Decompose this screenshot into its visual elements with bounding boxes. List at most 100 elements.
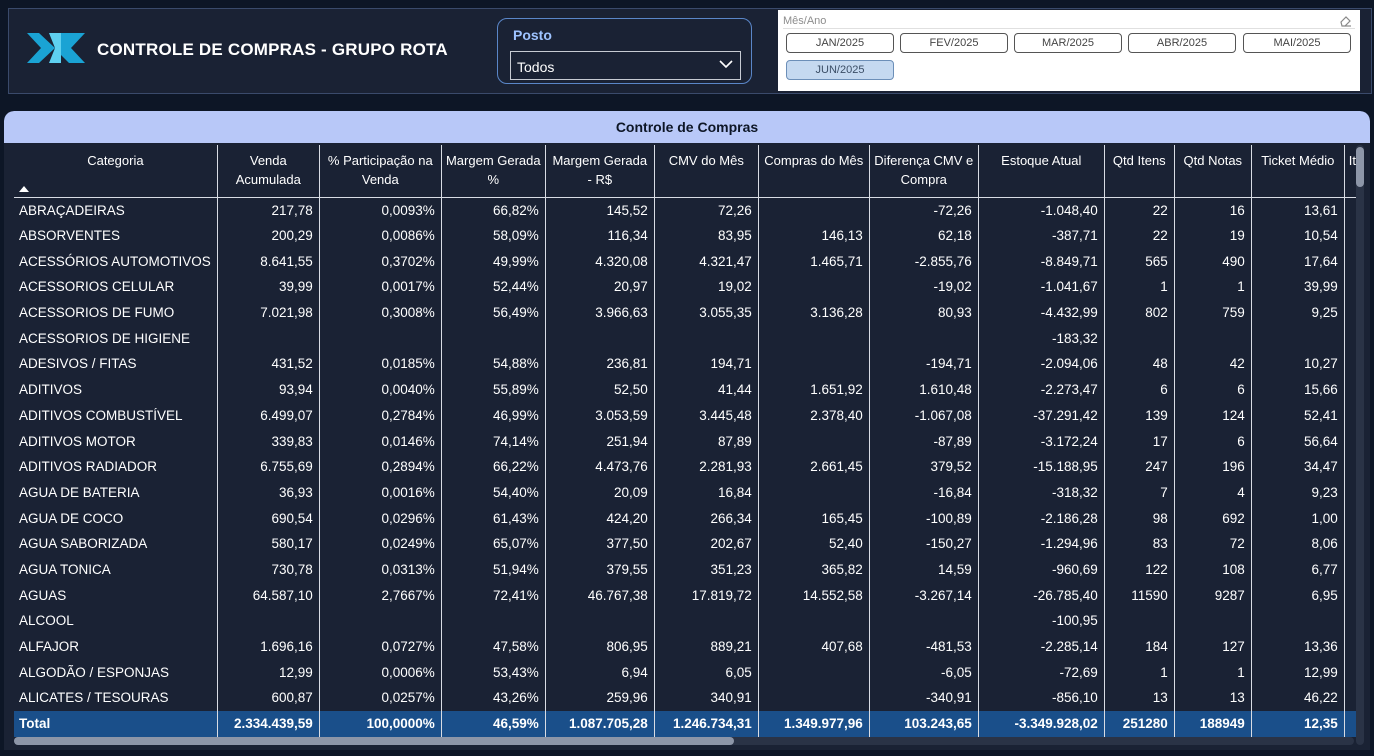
category-cell: ALCOOL [19, 613, 74, 629]
value-cell [757, 274, 870, 300]
column-header-qtd-itens[interactable]: Qtd Itens [1103, 145, 1175, 198]
value-cell: 52,44% [440, 274, 546, 300]
month-button-jun[interactable]: JUN/2025 [786, 60, 894, 80]
month-button-jan[interactable]: JAN/2025 [786, 33, 894, 53]
value-cell [1343, 633, 1361, 660]
value-cell: 196 [1173, 453, 1252, 480]
category-cell: AGUA DE BATERIA [19, 484, 140, 500]
value-cell [1343, 274, 1361, 300]
value-cell [1173, 608, 1252, 634]
value-cell: 74,14% [440, 428, 546, 454]
table-row[interactable]: ACESSORIOS DE HIGIENE -183,32 [14, 325, 1361, 352]
vertical-scrollbar[interactable] [1356, 145, 1364, 745]
horizontal-scrollbar[interactable] [14, 737, 1354, 745]
value-cell: 690,54 [216, 505, 320, 531]
value-cell: 580,17 [216, 530, 320, 557]
value-cell [440, 325, 546, 352]
total-value-cell: 103.243,65 [868, 710, 979, 737]
table-row[interactable]: ADITIVOS 93,94 0,0040% 55,89% 52,50 41,44 1.65… [14, 376, 1361, 403]
vertical-scroll-thumb[interactable] [1356, 147, 1364, 187]
month-slicer-label: Mês/Ano [783, 15, 827, 27]
value-cell: 13,61 [1250, 197, 1345, 223]
value-cell [868, 608, 979, 634]
value-cell: 19 [1173, 222, 1252, 249]
value-cell: -72,26 [868, 197, 979, 223]
table-row[interactable]: AGUA TONICA 730,78 0,0313% 51,94% 379,55 351,… [14, 556, 1361, 583]
value-cell: 0,0185% [318, 351, 442, 377]
column-header-cmv[interactable]: CMV do Mês [653, 145, 759, 198]
table-row[interactable]: ACESSORIOS DE FUMO 7.021,98 0,3008% 56,49% 3… [14, 299, 1361, 326]
value-cell: 1.610,48 [868, 376, 979, 403]
table-row[interactable]: AGUA DE BATERIA 36,93 0,0016% 54,40% 20,09 16… [14, 479, 1361, 506]
column-header-categoria[interactable]: Categoria [14, 145, 218, 198]
value-cell: 1,00 [1250, 505, 1345, 531]
table-row[interactable]: ADITIVOS COMBUSTÍVEL 6.499,07 0,2784% 46,99… [14, 402, 1361, 429]
value-cell [544, 325, 655, 352]
posto-dropdown[interactable]: Todos [510, 51, 741, 80]
value-cell: 17.819,72 [653, 582, 759, 608]
table-row[interactable]: ABRAÇADEIRAS 217,78 0,0093% 66,82% 145,52 72,… [14, 197, 1361, 223]
value-cell: -183,32 [977, 325, 1105, 352]
table-row[interactable]: ACESSORIOS CELULAR 39,99 0,0017% 52,44% 20,9… [14, 274, 1361, 300]
value-cell: 759 [1173, 299, 1252, 326]
value-cell: 116,34 [544, 222, 655, 249]
value-cell: 3.136,28 [757, 299, 870, 326]
table-row[interactable]: ABSORVENTES 200,29 0,0086% 58,09% 116,34 83,9… [14, 222, 1361, 249]
value-cell: 80,93 [868, 299, 979, 326]
table-row[interactable]: AGUA DE COCO 690,54 0,0296% 61,43% 424,20 266… [14, 505, 1361, 531]
value-cell: -856,10 [977, 685, 1105, 711]
value-cell: 19,02 [653, 274, 759, 300]
category-cell: AGUAS [19, 587, 67, 603]
value-cell: 66,82% [440, 197, 546, 223]
month-button-abr[interactable]: ABR/2025 [1128, 33, 1236, 53]
column-header-margem-rs[interactable]: Margem Gerada - R$ [544, 145, 655, 198]
table-row[interactable]: ALCOOL -100,95 [14, 608, 1361, 634]
column-header-ticket-medio[interactable]: Ticket Médio [1250, 145, 1345, 198]
value-cell [653, 325, 759, 352]
column-header-compras[interactable]: Compras do Mês [757, 145, 870, 198]
column-header-qtd-notas[interactable]: Qtd Notas [1173, 145, 1252, 198]
value-cell: 1 [1103, 659, 1175, 686]
value-cell: 46,99% [440, 402, 546, 429]
column-header-it[interactable]: It [1343, 145, 1361, 198]
table-row[interactable]: ADITIVOS MOTOR 339,83 0,0146% 74,14% 251,94 8… [14, 428, 1361, 454]
value-cell: 377,50 [544, 530, 655, 557]
value-cell: 39,99 [1250, 274, 1345, 300]
value-cell: 0,2894% [318, 453, 442, 480]
value-cell: 6,95 [1250, 582, 1345, 608]
table-row[interactable]: ALICATES / TESOURAS 600,87 0,0257% 43,26% 25… [14, 685, 1361, 711]
table-row[interactable]: ADESIVOS / FITAS 431,52 0,0185% 54,88% 236,8… [14, 351, 1361, 377]
value-cell [1343, 479, 1361, 506]
value-cell: 72 [1173, 530, 1252, 557]
value-cell: 16,84 [653, 479, 759, 506]
column-header-participacao[interactable]: % Participação na Venda [318, 145, 442, 198]
total-value-cell: 100,0000% [318, 710, 442, 737]
table-row[interactable]: ADITIVOS RADIADOR 6.755,69 0,2894% 66,22% 4.… [14, 453, 1361, 480]
eraser-icon[interactable] [1339, 14, 1352, 27]
value-cell [1173, 325, 1252, 352]
category-cell: ADITIVOS [19, 382, 83, 398]
column-header-diferenca[interactable]: Diferença CMV e Compra [868, 145, 979, 198]
column-header-estoque[interactable]: Estoque Atual [977, 145, 1105, 198]
purchases-table-panel: Controle de Compras Categoria Venda Acum… [4, 111, 1370, 750]
value-cell: -3.267,14 [868, 582, 979, 608]
value-cell: 56,64 [1250, 428, 1345, 454]
column-header-margem-pct[interactable]: Margem Gerada % [440, 145, 546, 198]
total-value-cell: 1.246.734,31 [653, 710, 759, 737]
purchases-table: Categoria Venda Acumulada % Participação… [14, 145, 1361, 737]
month-button-fev[interactable]: FEV/2025 [900, 33, 1008, 53]
table-row[interactable]: AGUA SABORIZADA 580,17 0,0249% 65,07% 377,50… [14, 530, 1361, 557]
month-button-mar[interactable]: MAR/2025 [1014, 33, 1122, 53]
value-cell: 692 [1173, 505, 1252, 531]
table-row[interactable]: ALGODÃO / ESPONJAS 12,99 0,0006% 53,43% 6,94… [14, 659, 1361, 686]
value-cell: 22 [1103, 222, 1175, 249]
value-cell: -2.186,28 [977, 505, 1105, 531]
horizontal-scroll-thumb[interactable] [14, 737, 734, 745]
category-cell: ADITIVOS MOTOR [19, 433, 136, 449]
table-row[interactable]: ALFAJOR 1.696,16 0,0727% 47,58% 806,95 889,21… [14, 633, 1361, 660]
column-header-venda-acumulada[interactable]: Venda Acumulada [216, 145, 320, 198]
value-cell: 14.552,58 [757, 582, 870, 608]
table-row[interactable]: ACESSÓRIOS AUTOMOTIVOS 8.641,55 0,3702% 49,… [14, 248, 1361, 275]
table-row[interactable]: AGUAS 64.587,10 2,7667% 72,41% 46.767,38 17.8… [14, 582, 1361, 608]
month-button-mai[interactable]: MAI/2025 [1243, 33, 1351, 53]
